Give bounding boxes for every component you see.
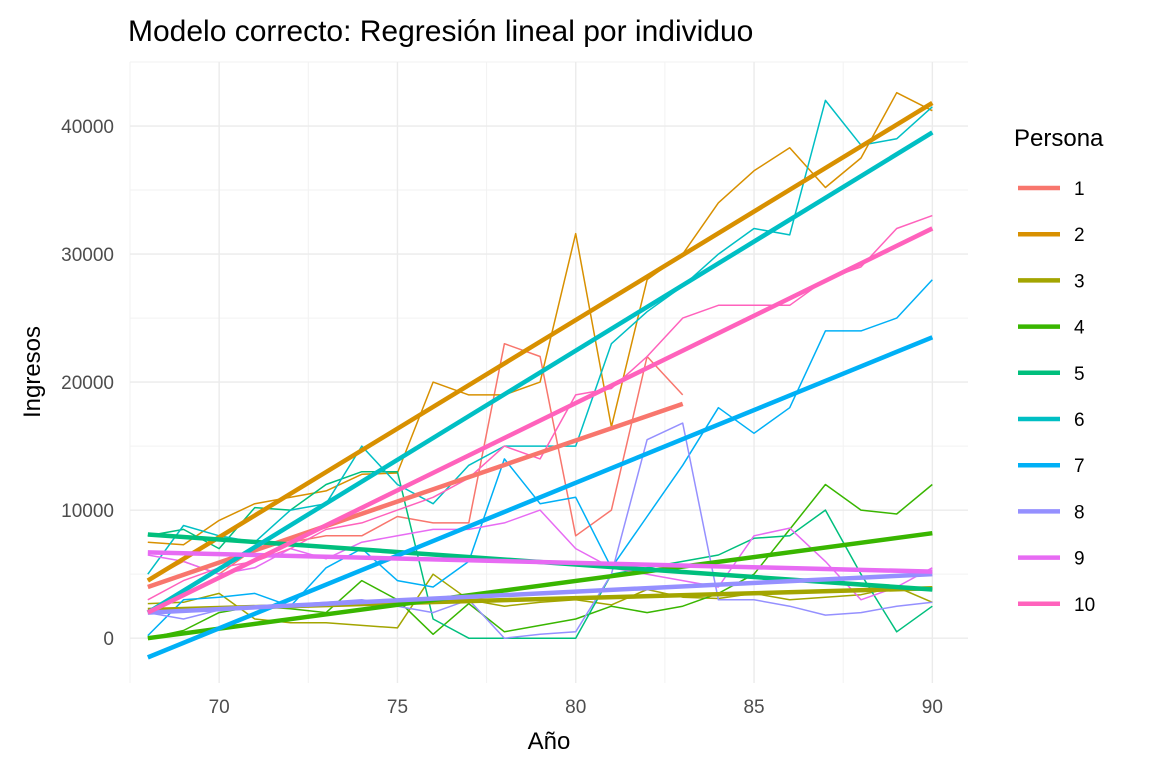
y-tick-label: 0: [103, 629, 114, 650]
legend-label-persona-5: 5: [1074, 364, 1085, 385]
fit-lines-layer: [146, 101, 934, 660]
y-tick-label: 30000: [61, 245, 114, 266]
series-line-persona-6: [147, 99, 933, 575]
series-line-persona-5: [147, 470, 933, 639]
legend-label-persona-3: 3: [1074, 271, 1085, 292]
fit-line-persona-4: [147, 530, 933, 641]
legend-label-persona-7: 7: [1074, 456, 1085, 477]
legend-label-persona-10: 10: [1074, 595, 1095, 616]
series-line-persona-1: [147, 342, 684, 582]
fit-line-persona-9: [147, 550, 933, 574]
legend-label-persona-6: 6: [1074, 410, 1085, 431]
x-tick-label: 85: [743, 697, 764, 718]
legend-label-persona-4: 4: [1074, 318, 1085, 339]
x-tick-label: 80: [565, 697, 586, 718]
fit-line-persona-10: [146, 226, 934, 615]
legend-title: Persona: [1014, 125, 1104, 152]
fit-line-persona-6: [146, 130, 934, 615]
legend-label-persona-9: 9: [1074, 549, 1085, 570]
y-tick-label: 40000: [61, 117, 114, 138]
x-axis-title: Año: [528, 728, 571, 755]
fit-line-persona-8: [147, 571, 933, 615]
x-tick-label: 90: [922, 697, 943, 718]
legend-label-persona-1: 1: [1074, 179, 1085, 200]
legend-label-persona-2: 2: [1074, 225, 1085, 246]
series-line-persona-10: [147, 214, 933, 601]
series-line-persona-2: [147, 91, 933, 546]
chart-title: Modelo correcto: Regresión lineal por in…: [128, 15, 753, 48]
y-tick-label: 20000: [61, 373, 114, 394]
legend-label-persona-8: 8: [1074, 502, 1085, 523]
fit-line-persona-2: [146, 101, 934, 583]
axis-labels-layer: 70 75 80 85 90 0 10000 20000 30000 40000: [61, 117, 943, 718]
y-tick-label: 10000: [61, 501, 114, 522]
legend: Persona 1 2 3 4 5 6 7 8 9 10: [1014, 125, 1104, 616]
x-tick-label: 70: [209, 697, 230, 718]
y-axis-title: Ingresos: [19, 326, 46, 418]
x-tick-label: 75: [387, 697, 408, 718]
